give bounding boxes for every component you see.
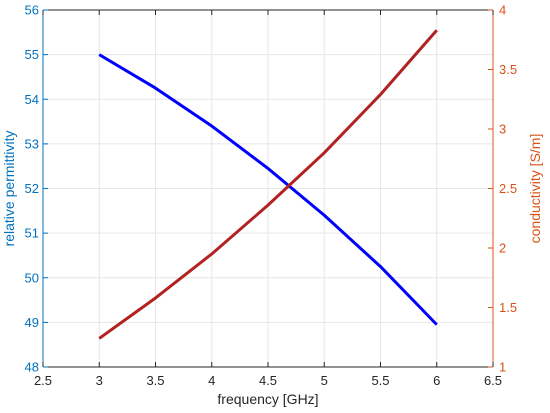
y-right-tick-label: 2.5 bbox=[499, 181, 517, 196]
y-left-tick-label: 49 bbox=[25, 315, 39, 330]
x-tick-label: 6.5 bbox=[484, 373, 502, 388]
x-tick-label: 3 bbox=[96, 373, 103, 388]
x-tick-label: 6 bbox=[433, 373, 440, 388]
x-axis-label: frequency [GHz] bbox=[217, 391, 318, 407]
axes bbox=[42, 9, 494, 368]
series-layer bbox=[98, 29, 438, 340]
y-right-tick-label: 1 bbox=[499, 360, 506, 375]
x-tick-label: 4.5 bbox=[259, 373, 277, 388]
y-left-tick-label: 55 bbox=[25, 47, 39, 62]
y-left-tick-label: 53 bbox=[25, 136, 39, 151]
y-axis-left-label: relative permittivity bbox=[1, 131, 17, 247]
y-right-tick-label: 1.5 bbox=[499, 300, 517, 315]
x-tick-label: 5 bbox=[321, 373, 328, 388]
y-left-tick-label: 54 bbox=[25, 92, 39, 107]
series-line-conductivity bbox=[98, 29, 438, 340]
x-tick-label: 4 bbox=[208, 373, 215, 388]
x-tick-label: 2.5 bbox=[34, 373, 52, 388]
x-tick-label: 3.5 bbox=[146, 373, 164, 388]
y-left-tick-label: 51 bbox=[25, 226, 39, 241]
y-right-tick-label: 3.5 bbox=[499, 62, 517, 77]
y-right-tick-label: 3 bbox=[499, 122, 506, 137]
y-axis-right-label: conductivity [S/m] bbox=[527, 134, 543, 244]
y-left-tick-label: 48 bbox=[25, 360, 39, 375]
y-right-tick-label: 4 bbox=[499, 3, 506, 18]
tick-labels: 2.5 3 3.5 4 4.5 5 5.5 6 6.5 48 49 50 51 52 53 54 55 56 1 1.… bbox=[25, 3, 518, 389]
y-left-tick-label: 52 bbox=[25, 181, 39, 196]
y-left-tick-label: 56 bbox=[25, 3, 39, 18]
series-line-permittivity bbox=[98, 53, 438, 326]
y-left-tick-label: 50 bbox=[25, 270, 39, 285]
x-tick-label: 5.5 bbox=[371, 373, 389, 388]
y-right-tick-label: 2 bbox=[499, 241, 506, 256]
